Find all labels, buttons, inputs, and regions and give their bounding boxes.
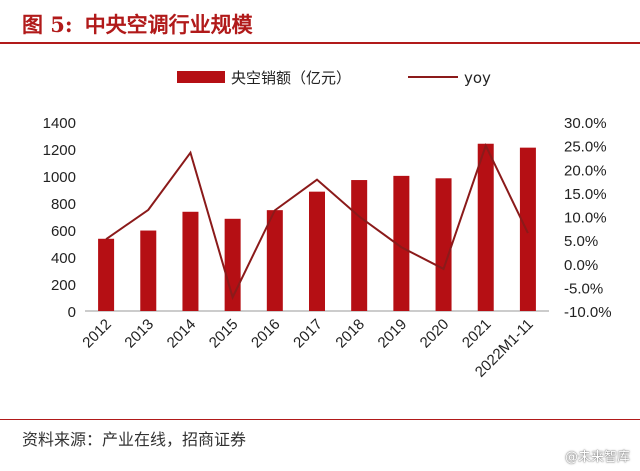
y-right-tick-label: 5.0% (564, 233, 598, 250)
bar (98, 238, 115, 311)
legend-bar-label: 央空销额（亿元） (231, 69, 351, 87)
y-left-tick-label: 600 (51, 223, 76, 240)
footer-divider (0, 419, 640, 420)
x-tick-label: 2019 (375, 316, 411, 352)
x-tick-label: 2015 (206, 316, 242, 352)
bar (519, 147, 536, 311)
bar (182, 211, 199, 311)
yoy-line (105, 142, 529, 301)
x-tick-label: 2017 (290, 316, 326, 352)
bar (140, 230, 157, 311)
title-bar: 图 5: 中央空调行业规模 (0, 0, 640, 44)
y-right-tick-label: 0.0% (564, 257, 598, 274)
y-right-tick-label: 20.0% (564, 162, 607, 179)
y-left-tick-label: 0 (68, 304, 76, 321)
combo-chart: 0 200 400 600 800 1000 1200 1400 -10.0% -5.0% 0.0%… (43, 69, 612, 381)
y-left-tick-label: 1400 (43, 115, 76, 132)
y-right-tick-label: 15.0% (564, 186, 607, 203)
x-tick-label: 2016 (248, 316, 284, 352)
legend-bar-swatch (177, 71, 225, 83)
x-tick-label: 2020 (417, 316, 453, 352)
x-tick-label: 2013 (121, 316, 157, 352)
y-left-tick-label: 1000 (43, 169, 76, 186)
bar (309, 191, 325, 311)
bar (266, 210, 283, 311)
y-right-tick-label: 10.0% (564, 210, 607, 227)
y-left-tick-label: 400 (51, 250, 76, 267)
bar (435, 178, 452, 311)
x-tick-label: 2018 (332, 316, 368, 352)
x-tick-label: 2012 (79, 316, 115, 352)
y-right-tick-label: 25.0% (564, 139, 607, 156)
bar (351, 180, 368, 311)
y-right-tick-label: -10.0% (564, 304, 612, 321)
y-right-tick-label: -5.0% (564, 280, 603, 297)
x-tick-label: 2021 (459, 316, 495, 352)
figure-label: 图 5: (22, 12, 73, 37)
bar (477, 143, 494, 311)
y-left-tick-label: 1200 (43, 142, 76, 159)
y-right-tick-label: 30.0% (564, 115, 607, 132)
legend-line-label: yoy (464, 69, 491, 87)
x-tick-label: 2014 (164, 316, 200, 352)
y-left-tick-label: 200 (51, 277, 76, 294)
figure-title: 图 5: 中央空调行业规模 (22, 9, 253, 39)
figure-title-text: 中央空调行业规模 (84, 12, 253, 37)
source-note: 资料来源：产业在线，招商证券 (22, 430, 247, 449)
bar (393, 175, 410, 311)
y-left-tick-label: 800 (51, 196, 76, 213)
watermark: @未来智库 (564, 450, 630, 465)
